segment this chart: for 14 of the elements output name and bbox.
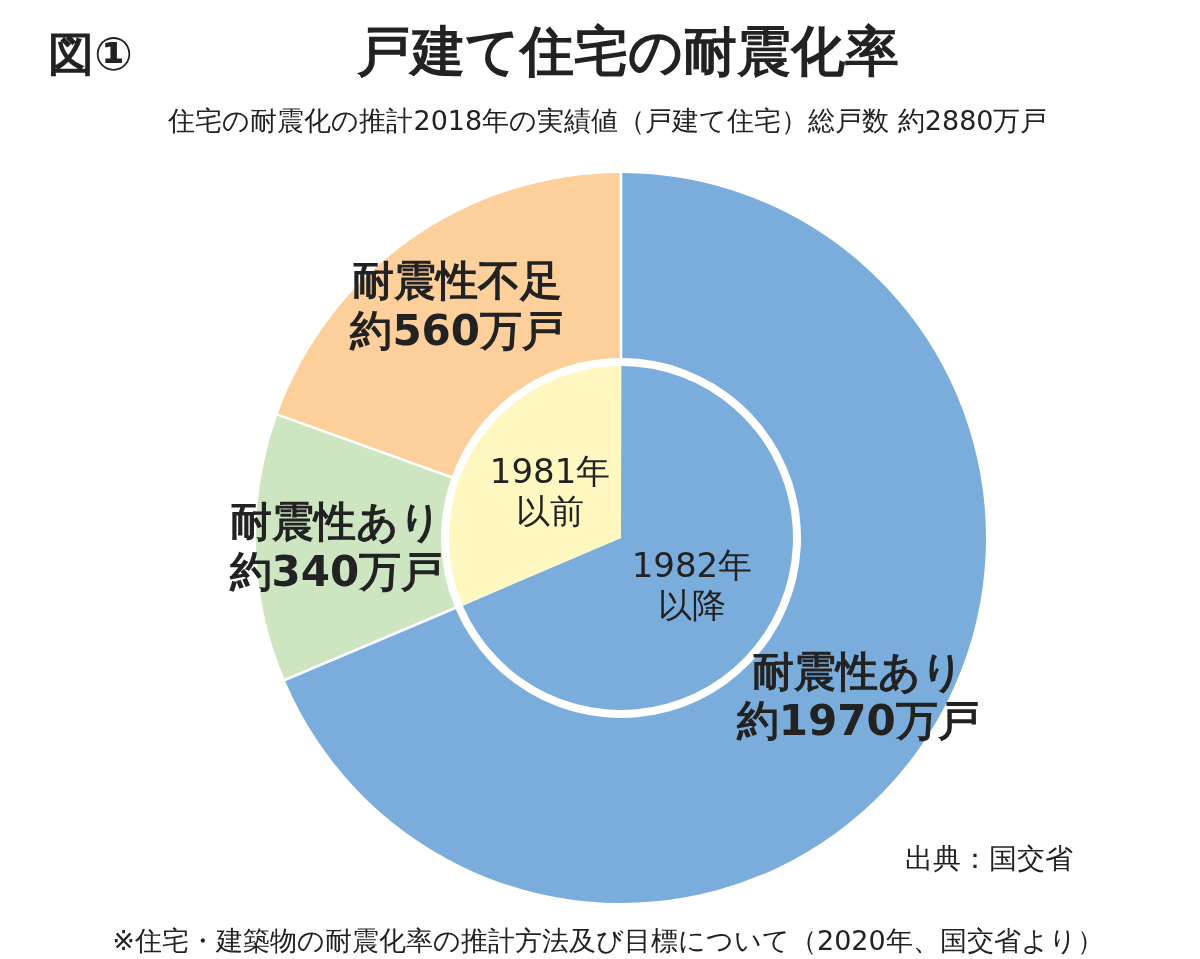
chart-title: 戸建て住宅の耐震化率 [356,20,899,83]
data-label: 約1970万戸 [735,695,980,745]
slice-label: 1982年以降 [631,544,753,625]
slice-label: 耐震性不足 [352,255,563,305]
pie-slice [449,366,621,605]
slice-label: 1981年以前 [489,451,611,532]
slice-label: 耐震性あり [752,646,965,696]
text: 図① [48,27,133,81]
text: ※住宅・建築物の耐震化率の推計方法及び目標について（2020年、国交省より） [112,925,1104,956]
slice-label: 耐震性あり [230,496,443,546]
data-label: 約560万戸 [349,305,565,355]
data-label: 約340万戸 [228,546,444,596]
source-note: 出典：国交省 [905,842,1073,875]
chart-subtitle: 住宅の耐震化の推計2018年の実績値（戸建て住宅）総戸数 約2880万戸 [167,105,1048,136]
